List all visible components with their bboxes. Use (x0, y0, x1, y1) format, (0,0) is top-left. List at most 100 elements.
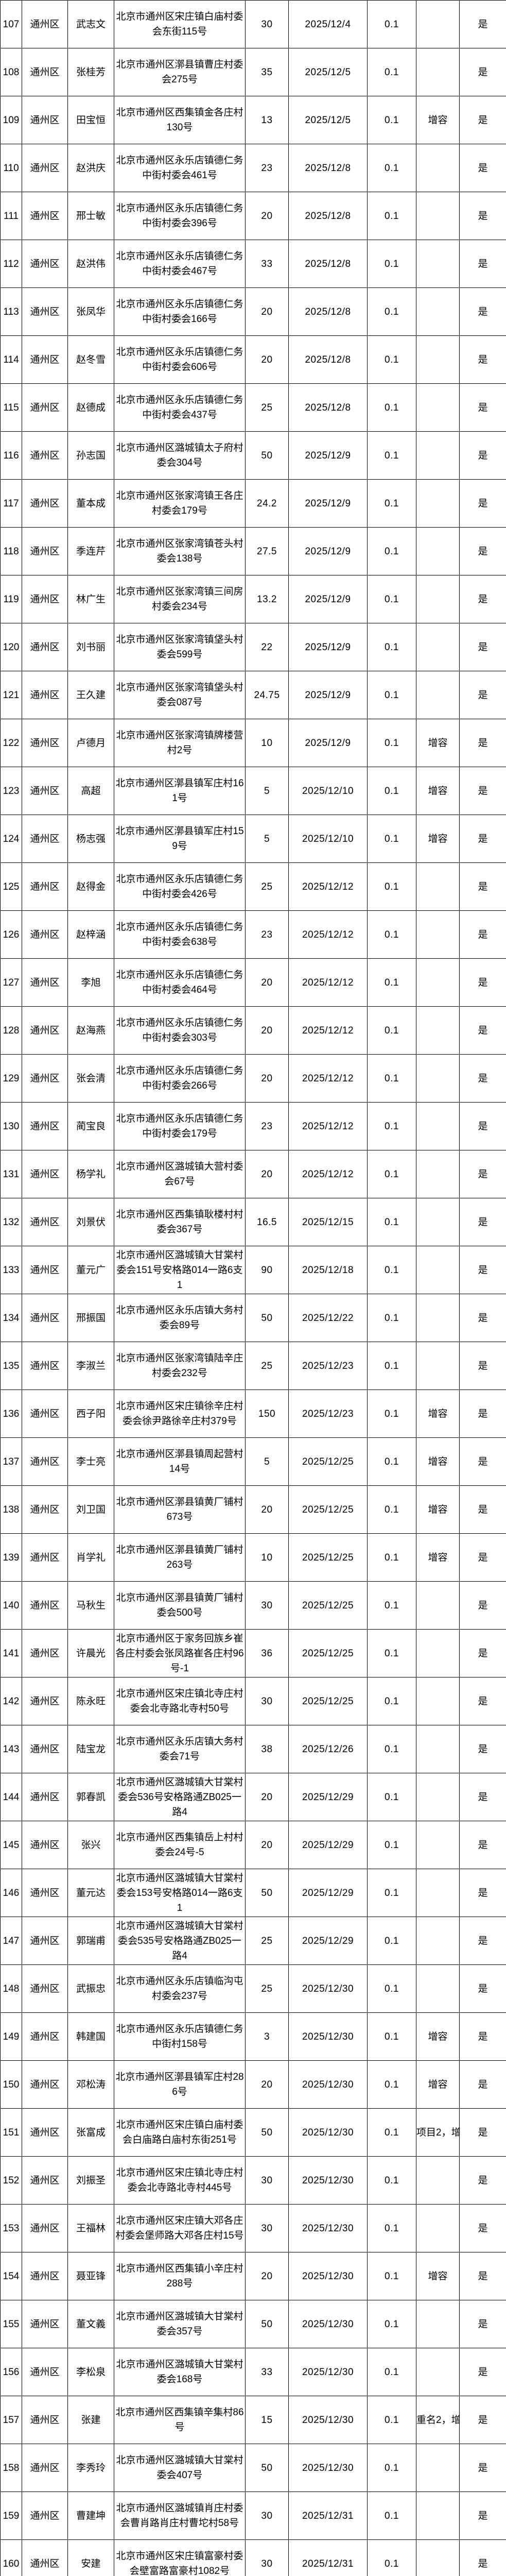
cell-remark (416, 1581, 460, 1630)
cell-district: 通州区 (22, 1294, 68, 1342)
cell-capacity: 25 (245, 383, 289, 432)
cell-row-number: 126 (0, 910, 22, 959)
cell-remark (416, 1198, 460, 1246)
cell-remark (416, 1629, 460, 1677)
table-row: 130 通州区 蔺宝良 北京市通州区永乐店镇德仁务中街村委会179号 23 2025/12… (0, 1102, 506, 1150)
cell-confirmed: 是 (459, 287, 506, 336)
cell-district: 通州区 (22, 671, 68, 719)
cell-date: 2025/12/25 (288, 1485, 368, 1534)
cell-address: 北京市通州区潞城镇肖庄村委会曹肖路肖庄村曹坨村58号 (114, 2492, 246, 2540)
cell-confirmed: 是 (459, 719, 506, 767)
cell-capacity: 20 (245, 1773, 289, 1821)
cell-remark (416, 48, 460, 96)
cell-district: 通州区 (22, 2444, 68, 2492)
cell-district: 通州区 (22, 144, 68, 192)
cell-address: 北京市通州区漷县镇周起营村14号 (114, 1437, 246, 1486)
cell-row-number: 151 (0, 2108, 22, 2157)
cell-applicant-name: 陈永旺 (67, 1677, 114, 1725)
cell-applicant-name: 林广生 (67, 575, 114, 623)
cell-confirmed: 是 (459, 48, 506, 96)
cell-confirmed: 是 (459, 1964, 506, 2013)
cell-district: 通州区 (22, 383, 68, 432)
cell-remark: 增容 (416, 1533, 460, 1582)
cell-address: 北京市通州区漷县镇黄厂铺村委会500号 (114, 1581, 246, 1630)
cell-applicant-name: 武志文 (67, 0, 114, 48)
cell-capacity: 150 (245, 1389, 289, 1438)
table-row: 116 通州区 孙志国 北京市通州区潞城镇太子府村委会304号 50 2025/12/9 0… (0, 431, 506, 480)
cell-remark (416, 1102, 460, 1150)
cell-address: 北京市通州区潞城镇大甘棠村委会168号 (114, 2348, 246, 2396)
cell-remark (416, 623, 460, 671)
cell-confirmed: 是 (459, 1485, 506, 1534)
cell-address: 北京市通州区宋庄镇富豪村委会壁富路富豪村1082号 (114, 2539, 246, 2576)
cell-address: 北京市通州区宋庄镇北寺庄村委会北寺路北寺村445号 (114, 2156, 246, 2205)
cell-capacity: 35 (245, 48, 289, 96)
cell-applicant-name: 李秀玲 (67, 2444, 114, 2492)
cell-address: 北京市通州区潞城镇大甘棠村委会535号安格路通ZB025一路4 (114, 1917, 246, 1965)
cell-row-number: 124 (0, 815, 22, 863)
table-row: 113 通州区 张凤华 北京市通州区永乐店镇德仁务中街村委会166号 20 2025/12… (0, 287, 506, 336)
cell-date: 2025/12/9 (288, 527, 368, 575)
table-row: 156 通州区 李松泉 北京市通州区潞城镇大甘棠村委会168号 33 2025/12/30… (0, 2348, 506, 2396)
cell-date: 2025/12/4 (288, 0, 368, 48)
table-row: 139 通州区 肖学礼 北京市通州区漷县镇黄厂铺村263号 10 2025/12/25 0.… (0, 1533, 506, 1582)
table-row: 160 通州区 安建 北京市通州区宋庄镇富豪村委会壁富路富豪村1082号 30 2025/… (0, 2539, 506, 2576)
cell-address: 北京市通州区潞城镇太子府村委会304号 (114, 431, 246, 480)
cell-applicant-name: 李士亮 (67, 1437, 114, 1486)
cell-row-number: 149 (0, 2012, 22, 2061)
cell-address: 北京市通州区潞城镇大甘棠村委会357号 (114, 2300, 246, 2348)
cell-ratio: 0.1 (367, 1964, 416, 2013)
table-row: 110 通州区 赵洪庆 北京市通州区永乐店镇德仁务中街村委会461号 23 2025/12… (0, 144, 506, 192)
table-row: 107 通州区 武志文 北京市通州区宋庄镇白庙村委会东街115号 30 2025/12/4… (0, 0, 506, 48)
cell-confirmed: 是 (459, 527, 506, 575)
cell-row-number: 138 (0, 1485, 22, 1534)
cell-ratio: 0.1 (367, 2204, 416, 2252)
cell-row-number: 128 (0, 1006, 22, 1055)
cell-date: 2025/12/25 (288, 1629, 368, 1677)
cell-applicant-name: 邓松涛 (67, 2060, 114, 2109)
cell-address: 北京市通州区张家湾镇王各庄村委会179号 (114, 479, 246, 528)
cell-remark (416, 144, 460, 192)
cell-confirmed: 是 (459, 1246, 506, 1294)
cell-capacity: 24.75 (245, 671, 289, 719)
table-row: 150 通州区 邓松涛 北京市通州区漷县镇军庄村286号 20 2025/12/30 0.1… (0, 2060, 506, 2109)
cell-capacity: 25 (245, 1964, 289, 2013)
cell-applicant-name: 赵洪伟 (67, 240, 114, 288)
cell-confirmed: 是 (459, 1054, 506, 1103)
cell-applicant-name: 郭春凯 (67, 1773, 114, 1821)
cell-capacity: 30 (245, 2539, 289, 2576)
cell-remark (416, 1342, 460, 1390)
cell-capacity: 20 (245, 1150, 289, 1198)
cell-applicant-name: 董元广 (67, 1246, 114, 1294)
cell-capacity: 20 (245, 1006, 289, 1055)
cell-ratio: 0.1 (367, 1437, 416, 1486)
cell-capacity: 16.5 (245, 1198, 289, 1246)
cell-district: 通州区 (22, 575, 68, 623)
cell-confirmed: 是 (459, 1677, 506, 1725)
table-row: 141 通州区 许晨光 北京市通州区于家务回族乡崔各庄村委会张凤路崔各庄村96号-1 3… (0, 1629, 506, 1677)
cell-row-number: 153 (0, 2204, 22, 2252)
cell-address: 北京市通州区永乐店镇德仁务中街村委会179号 (114, 1102, 246, 1150)
cell-ratio: 0.1 (367, 383, 416, 432)
table-row: 119 通州区 林广生 北京市通州区张家湾镇三间房村委会234号 13.2 2025/12… (0, 575, 506, 623)
cell-applicant-name: 季连芹 (67, 527, 114, 575)
cell-ratio: 0.1 (367, 1006, 416, 1055)
cell-district: 通州区 (22, 1821, 68, 1869)
cell-district: 通州区 (22, 2108, 68, 2157)
cell-remark: 增容 (416, 815, 460, 863)
cell-date: 2025/12/8 (288, 383, 368, 432)
cell-row-number: 135 (0, 1342, 22, 1390)
cell-row-number: 144 (0, 1773, 22, 1821)
cell-ratio: 0.1 (367, 2012, 416, 2061)
cell-district: 通州区 (22, 2539, 68, 2576)
cell-date: 2025/12/9 (288, 479, 368, 528)
cell-row-number: 118 (0, 527, 22, 575)
cell-remark: 增容 (416, 2012, 460, 2061)
cell-applicant-name: 赵海燕 (67, 1006, 114, 1055)
table-row: 131 通州区 杨学礼 北京市通州区潞城镇大营村委会67号 20 2025/12/12 0.… (0, 1150, 506, 1198)
cell-capacity: 50 (245, 2108, 289, 2157)
cell-applicant-name: 蔺宝良 (67, 1102, 114, 1150)
cell-row-number: 132 (0, 1198, 22, 1246)
cell-date: 2025/12/12 (288, 910, 368, 959)
